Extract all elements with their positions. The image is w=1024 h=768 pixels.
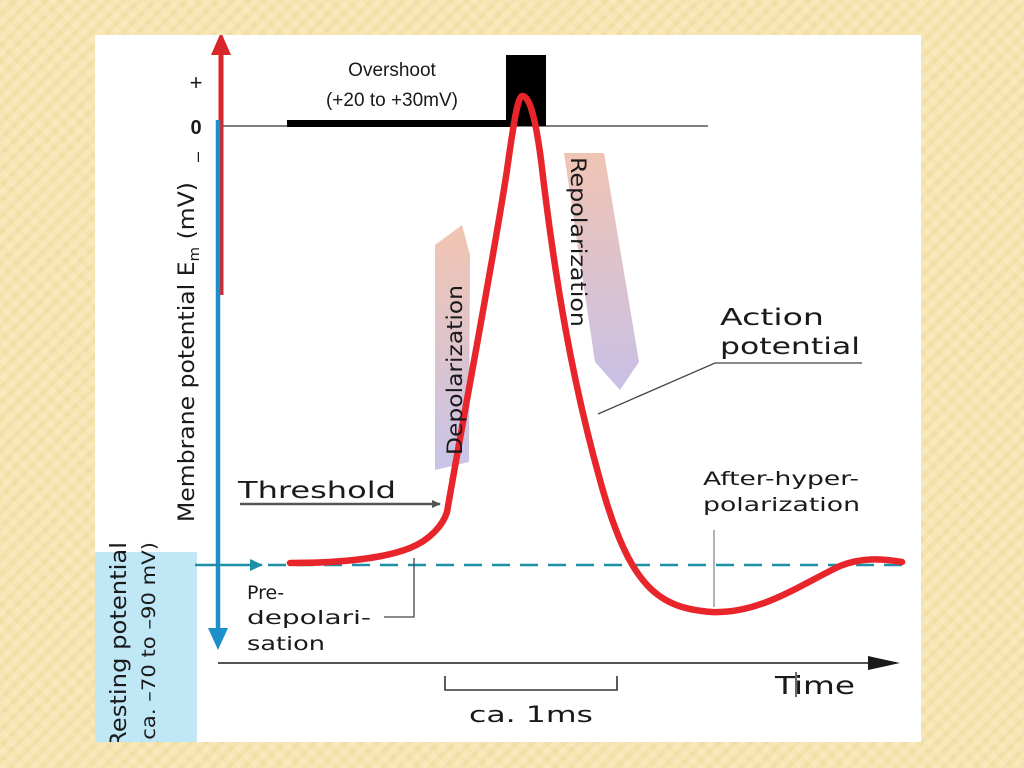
- depolarization-arrow: [435, 225, 470, 470]
- after-hyper-label-line1: After-hyper-: [703, 468, 859, 490]
- threshold-label: Threshold: [237, 478, 396, 504]
- overshoot-peak-box: [506, 55, 546, 126]
- predepol-leader: [384, 558, 415, 618]
- predepol-label-line1: Pre-: [247, 582, 284, 604]
- resting-range-label: (ca. –70 to –90 mV): [138, 542, 160, 742]
- action-potential-label-line2: potential: [720, 334, 860, 360]
- duration-label: ca. 1ms: [469, 703, 593, 728]
- y-tick-plus: +: [190, 70, 203, 95]
- y-axis-up-arrow: [211, 35, 231, 55]
- overshoot-label-line1: Overshoot: [348, 60, 436, 81]
- resting-potential-box: [95, 552, 197, 742]
- depolarization-label: Depolarization: [443, 285, 467, 455]
- duration-bracket: [444, 676, 618, 691]
- action-potential-curve: [286, 92, 906, 616]
- x-axis-arrow: [868, 656, 900, 670]
- y-tick-zero: 0: [190, 117, 201, 139]
- after-hyper-label-line2: polarization: [703, 494, 860, 516]
- action-potential-diagram: + 0 – Overshoot (+20 to +30mV) Membrane …: [95, 35, 906, 742]
- y-axis-title-sub: m: [187, 247, 203, 262]
- resting-potential-label: Resting potential: [107, 542, 132, 742]
- action-potential-label-line1: Action: [720, 305, 824, 331]
- y-axis-title-unit: (mV): [175, 182, 200, 247]
- repolarization-arrow: [564, 153, 639, 390]
- y-axis-title-main: Membrane potential E: [175, 261, 200, 522]
- y-tick-minus: –: [187, 152, 207, 162]
- time-label: Time: [774, 671, 855, 700]
- predepol-label-line2: depolari-: [247, 607, 371, 629]
- predepol-label-line3: sation: [247, 633, 325, 655]
- repolarization-label: Repolarization: [566, 157, 590, 327]
- overshoot-label-line2: (+20 to +30mV): [326, 90, 458, 111]
- overshoot-bar: [287, 120, 515, 127]
- y-axis-title: Membrane potential Em (mV): [175, 182, 203, 522]
- action-potential-leader: [597, 362, 862, 415]
- figure-panel: + 0 – Overshoot (+20 to +30mV) Membrane …: [95, 35, 921, 742]
- y-axis-down-arrow: [208, 628, 228, 650]
